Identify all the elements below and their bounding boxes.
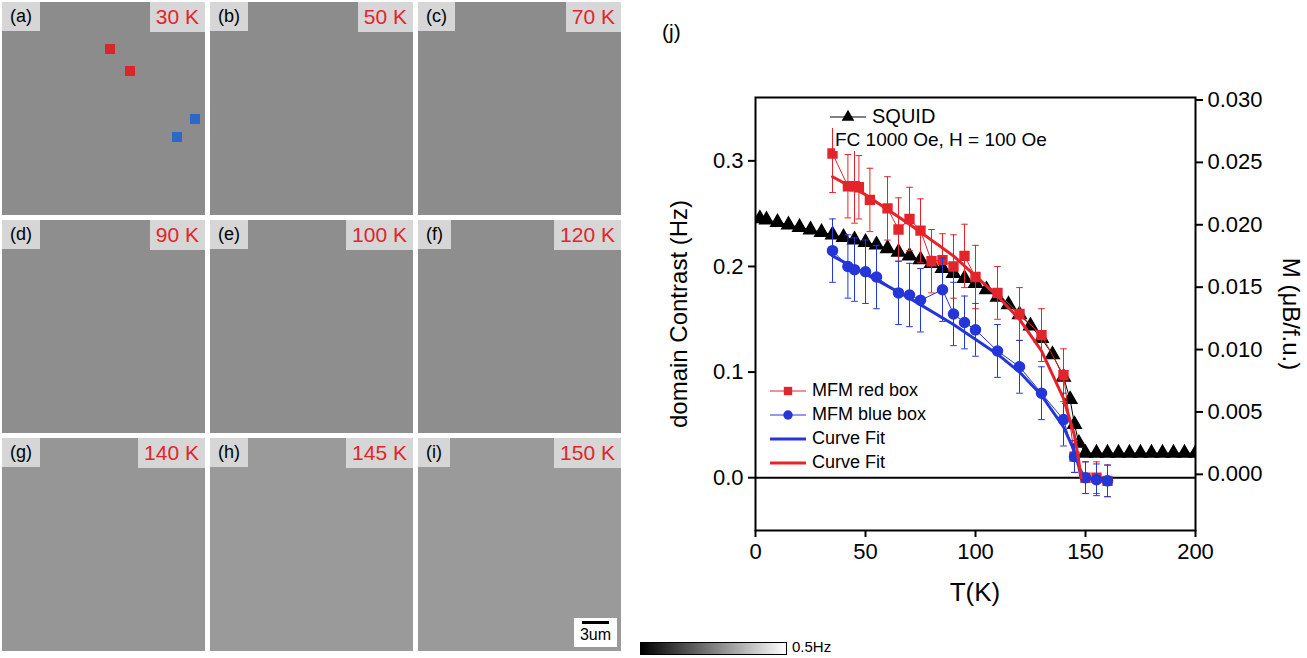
html-text:140 K: 140 K: [144, 441, 199, 464]
html-text:100 K: 100 K: [352, 223, 407, 246]
html-text:90 K: 90 K: [155, 223, 199, 246]
svg-text:0.025: 0.025: [1208, 149, 1263, 174]
svg-text:0.015: 0.015: [1208, 274, 1263, 299]
html-text:0.5Hz: 0.5Hz: [792, 638, 832, 655]
html-text:(c): (c): [426, 6, 447, 26]
html-text:FC 1000 Oe, H = 100 Oe: FC 1000 Oe, H = 100 Oe: [835, 129, 1047, 150]
html-text:Curve Fit: Curve Fit: [812, 452, 885, 472]
svg-text:0.000: 0.000: [1208, 461, 1263, 486]
html-text:T(K): T(K): [949, 576, 1001, 607]
html-text:3um: 3um: [579, 626, 611, 643]
html-text:30 K: 30 K: [155, 5, 199, 28]
html-text:(b): (b): [218, 6, 240, 26]
svg-text:0.010: 0.010: [1208, 337, 1263, 362]
svg-text:0.0: 0.0: [713, 465, 744, 490]
html-text:MFM red box: MFM red box: [812, 380, 918, 400]
svg-text:50: 50: [853, 539, 877, 564]
html-text:(a): (a): [10, 6, 32, 26]
html-text:70 K: 70 K: [571, 5, 615, 28]
svg-text:0.2: 0.2: [713, 254, 744, 279]
html-text:145 K: 145 K: [352, 441, 407, 464]
html-text:SQUID: SQUID: [872, 105, 936, 127]
svg-text:200: 200: [1177, 539, 1214, 564]
html-text:150 K: 150 K: [560, 441, 615, 464]
svg-text:0.020: 0.020: [1208, 212, 1263, 237]
svg-text:0.005: 0.005: [1208, 399, 1263, 424]
html-text:(j): (j): [662, 20, 681, 43]
html-text:(e): (e): [218, 224, 240, 244]
svg-text:0.3: 0.3: [713, 148, 744, 173]
html-text:M (μB/f.u.): M (μB/f.u.): [1278, 257, 1305, 370]
html-text:(g): (g): [10, 442, 32, 462]
html-text:domain Contrast (Hz): domain Contrast (Hz): [665, 199, 692, 428]
html-text:Curve Fit: Curve Fit: [812, 428, 885, 448]
svg-text:0: 0: [749, 539, 761, 564]
html-text:50 K: 50 K: [363, 5, 407, 28]
svg-text:100: 100: [957, 539, 994, 564]
svg-text:0.030: 0.030: [1208, 87, 1263, 112]
html-text:MFM blue box: MFM blue box: [812, 404, 926, 424]
svg-text:150: 150: [1067, 539, 1104, 564]
html-text:(h): (h): [218, 442, 240, 462]
html-text:120 K: 120 K: [560, 223, 615, 246]
html-text:(f): (f): [426, 224, 443, 244]
html-text:(d): (d): [10, 224, 32, 244]
html-text:(i): (i): [426, 442, 442, 462]
svg-text:0.1: 0.1: [713, 359, 744, 384]
